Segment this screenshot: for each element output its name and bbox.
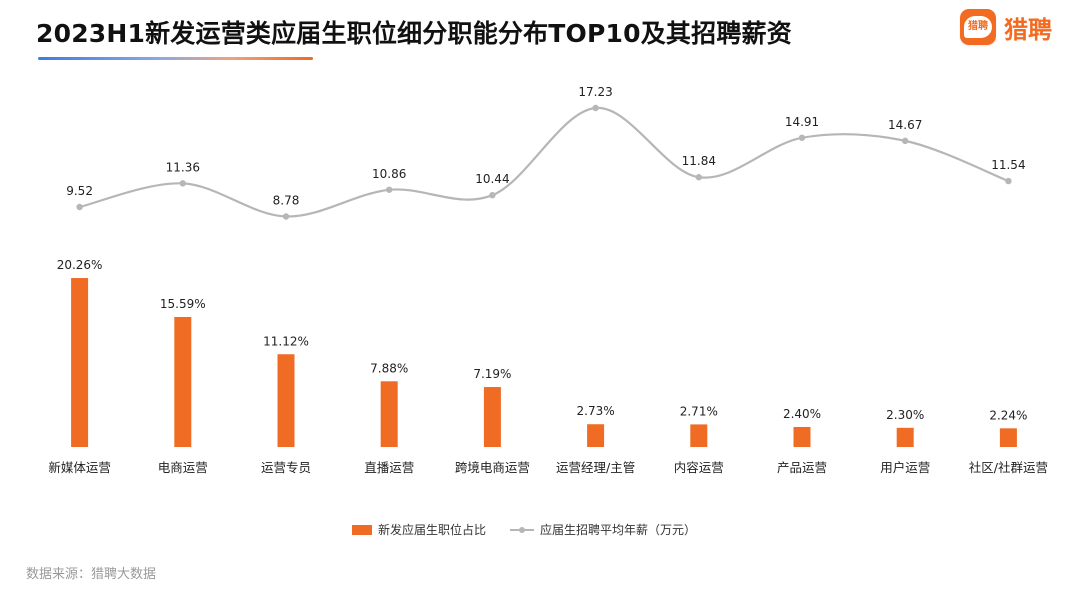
salary-value-label: 11.36: [166, 160, 200, 174]
brand-logo: 猎聘 猎聘: [960, 8, 1052, 46]
bar-value-label: 15.59%: [160, 297, 206, 311]
bar-value-label: 2.71%: [680, 404, 718, 418]
salary-value-label: 10.44: [475, 172, 509, 186]
x-tick-label: 内容运营: [674, 460, 724, 475]
chart-legend: 新发应届生职位占比 应届生招聘平均年薪（万元）: [352, 521, 696, 538]
bar-7: [690, 424, 708, 447]
legend-line-swatch: [510, 525, 535, 535]
logo-text: 猎聘: [1004, 15, 1052, 44]
salary-value-label: 11.54: [991, 158, 1025, 172]
salary-value-label: 14.91: [785, 115, 819, 129]
liepin-logo-icon: 猎聘: [960, 9, 996, 45]
bar-9: [896, 427, 914, 447]
bar-value-label: 11.12%: [263, 334, 309, 348]
salary-value-label: 9.52: [66, 184, 93, 198]
x-tick-label: 运营专员: [261, 460, 311, 475]
salary-point-7: [695, 174, 702, 181]
x-tick-label: 新媒体运营: [48, 460, 111, 475]
bar-1: [71, 278, 89, 447]
bar-value-label: 2.40%: [783, 407, 821, 421]
legend-item-bar: 新发应届生职位占比: [352, 521, 486, 538]
bar-5: [483, 387, 501, 447]
salary-point-10: [1005, 177, 1012, 185]
x-tick-label: 社区/社群运营: [969, 460, 1048, 475]
bar-value-label: 2.24%: [989, 408, 1027, 422]
salary-point-3: [282, 213, 290, 220]
x-tick-label: 产品运营: [777, 460, 827, 475]
bar-value-label: 20.26%: [57, 258, 103, 272]
salary-value-label: 14.67: [888, 118, 922, 132]
salary-value-label: 11.84: [682, 154, 716, 168]
salary-point-8: [798, 134, 806, 141]
legend-bar-swatch: [352, 524, 372, 535]
bar-value-label: 7.88%: [370, 361, 408, 375]
x-tick-label: 直播运营: [364, 460, 414, 475]
salary-line: [79, 106, 1009, 218]
bar-4: [380, 381, 398, 447]
salary-point-6: [592, 104, 599, 112]
x-tick-label: 运营经理/主管: [556, 460, 635, 475]
salary-value-label: 8.78: [273, 194, 300, 208]
x-tick-label: 电商运营: [158, 460, 208, 475]
bar-value-label: 2.73%: [577, 404, 615, 418]
legend-bar-label: 新发应届生职位占比: [378, 523, 487, 537]
salary-point-2: [179, 180, 186, 187]
x-tick-label: 用户运营: [880, 460, 930, 475]
bar-2: [174, 316, 192, 447]
salary-value-label: 17.23: [578, 85, 612, 99]
bar-6: [587, 424, 605, 447]
bar-10: [999, 428, 1017, 447]
title-underline: [38, 57, 313, 60]
bar-3: [277, 354, 295, 447]
legend-item-line: 应届生招聘平均年薪（万元）: [510, 521, 696, 538]
salary-value-label: 10.86: [372, 167, 406, 181]
salary-point-5: [489, 191, 496, 199]
bar-value-label: 7.19%: [473, 367, 511, 381]
bar-value-label: 2.30%: [886, 408, 924, 422]
salary-point-4: [386, 186, 393, 193]
salary-point-9: [902, 137, 909, 145]
bar-8: [793, 426, 811, 447]
logo-mark-text: 猎聘: [964, 16, 992, 38]
data-source: 数据来源：猎聘大数据: [26, 567, 157, 582]
salary-point-1: [76, 203, 83, 211]
legend-line-label: 应届生招聘平均年薪（万元）: [540, 523, 697, 537]
x-tick-label: 跨境电商运营: [455, 460, 530, 475]
page-title: 2023H1新发运营类应届生职位细分职能分布TOP10及其招聘薪资: [36, 19, 792, 48]
